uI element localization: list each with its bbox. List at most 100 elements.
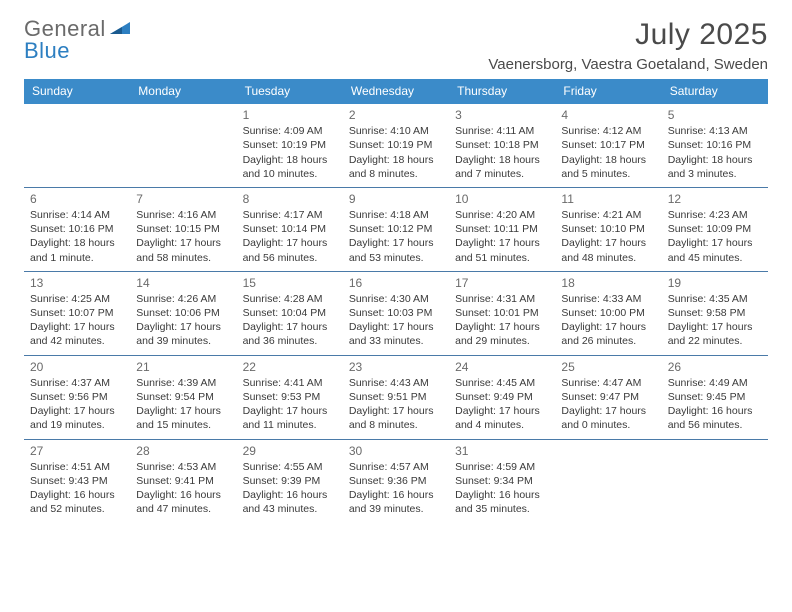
daylight-text: Daylight: 18 hours and 10 minutes.	[243, 153, 337, 181]
day-number: 21	[136, 359, 230, 375]
sunset-text: Sunset: 9:36 PM	[349, 474, 443, 488]
day-number: 25	[561, 359, 655, 375]
sunset-text: Sunset: 10:19 PM	[349, 138, 443, 152]
day-cell: 1Sunrise: 4:09 AMSunset: 10:19 PMDayligh…	[237, 104, 343, 187]
sunset-text: Sunset: 9:41 PM	[136, 474, 230, 488]
day-number: 14	[136, 275, 230, 291]
daylight-text: Daylight: 17 hours and 19 minutes.	[30, 404, 124, 432]
calendar-page: General Blue July 2025 Vaenersborg, Vaes…	[0, 0, 792, 612]
day-number: 7	[136, 191, 230, 207]
day-cell: 29Sunrise: 4:55 AMSunset: 9:39 PMDayligh…	[237, 440, 343, 523]
empty-cell	[24, 104, 130, 187]
sunrise-text: Sunrise: 4:51 AM	[30, 460, 124, 474]
daylight-text: Daylight: 17 hours and 15 minutes.	[136, 404, 230, 432]
sunrise-text: Sunrise: 4:10 AM	[349, 124, 443, 138]
day-number: 5	[668, 107, 762, 123]
empty-cell	[662, 440, 768, 523]
daylight-text: Daylight: 16 hours and 56 minutes.	[668, 404, 762, 432]
sunrise-text: Sunrise: 4:28 AM	[243, 292, 337, 306]
daylight-text: Daylight: 17 hours and 0 minutes.	[561, 404, 655, 432]
day-number: 22	[243, 359, 337, 375]
day-cell: 15Sunrise: 4:28 AMSunset: 10:04 PMDaylig…	[237, 272, 343, 355]
day-number: 30	[349, 443, 443, 459]
daylight-text: Daylight: 16 hours and 39 minutes.	[349, 488, 443, 516]
sunset-text: Sunset: 10:04 PM	[243, 306, 337, 320]
day-number: 20	[30, 359, 124, 375]
day-cell: 23Sunrise: 4:43 AMSunset: 9:51 PMDayligh…	[343, 356, 449, 439]
day-cell: 9Sunrise: 4:18 AMSunset: 10:12 PMDayligh…	[343, 188, 449, 271]
sunset-text: Sunset: 10:01 PM	[455, 306, 549, 320]
day-number: 27	[30, 443, 124, 459]
daylight-text: Daylight: 17 hours and 29 minutes.	[455, 320, 549, 348]
sunrise-text: Sunrise: 4:37 AM	[30, 376, 124, 390]
sunset-text: Sunset: 10:12 PM	[349, 222, 443, 236]
sunset-text: Sunset: 10:07 PM	[30, 306, 124, 320]
day-number: 8	[243, 191, 337, 207]
sunrise-text: Sunrise: 4:49 AM	[668, 376, 762, 390]
day-number: 23	[349, 359, 443, 375]
weekday-sun: Sunday	[24, 79, 130, 104]
sunset-text: Sunset: 9:34 PM	[455, 474, 549, 488]
weekday-wed: Wednesday	[343, 79, 449, 104]
day-cell: 14Sunrise: 4:26 AMSunset: 10:06 PMDaylig…	[130, 272, 236, 355]
day-number: 18	[561, 275, 655, 291]
empty-cell	[130, 104, 236, 187]
day-cell: 5Sunrise: 4:13 AMSunset: 10:16 PMDayligh…	[662, 104, 768, 187]
daylight-text: Daylight: 16 hours and 35 minutes.	[455, 488, 549, 516]
sunset-text: Sunset: 10:16 PM	[668, 138, 762, 152]
weekday-fri: Friday	[555, 79, 661, 104]
daylight-text: Daylight: 17 hours and 11 minutes.	[243, 404, 337, 432]
daylight-text: Daylight: 17 hours and 53 minutes.	[349, 236, 443, 264]
day-cell: 26Sunrise: 4:49 AMSunset: 9:45 PMDayligh…	[662, 356, 768, 439]
day-number: 3	[455, 107, 549, 123]
daylight-text: Daylight: 17 hours and 33 minutes.	[349, 320, 443, 348]
day-cell: 18Sunrise: 4:33 AMSunset: 10:00 PMDaylig…	[555, 272, 661, 355]
sunset-text: Sunset: 9:39 PM	[243, 474, 337, 488]
logo: General Blue	[24, 18, 130, 62]
day-cell: 28Sunrise: 4:53 AMSunset: 9:41 PMDayligh…	[130, 440, 236, 523]
location-text: Vaenersborg, Vaestra Goetaland, Sweden	[488, 56, 768, 73]
daylight-text: Daylight: 17 hours and 48 minutes.	[561, 236, 655, 264]
sunrise-text: Sunrise: 4:35 AM	[668, 292, 762, 306]
sunset-text: Sunset: 10:06 PM	[136, 306, 230, 320]
day-number: 10	[455, 191, 549, 207]
sunrise-text: Sunrise: 4:53 AM	[136, 460, 230, 474]
day-number: 24	[455, 359, 549, 375]
daylight-text: Daylight: 17 hours and 36 minutes.	[243, 320, 337, 348]
day-number: 11	[561, 191, 655, 207]
daylight-text: Daylight: 17 hours and 4 minutes.	[455, 404, 549, 432]
day-cell: 21Sunrise: 4:39 AMSunset: 9:54 PMDayligh…	[130, 356, 236, 439]
sunrise-text: Sunrise: 4:25 AM	[30, 292, 124, 306]
day-number: 17	[455, 275, 549, 291]
daylight-text: Daylight: 18 hours and 7 minutes.	[455, 153, 549, 181]
sunset-text: Sunset: 10:15 PM	[136, 222, 230, 236]
day-cell: 17Sunrise: 4:31 AMSunset: 10:01 PMDaylig…	[449, 272, 555, 355]
sunset-text: Sunset: 9:49 PM	[455, 390, 549, 404]
daylight-text: Daylight: 18 hours and 8 minutes.	[349, 153, 443, 181]
sunset-text: Sunset: 9:54 PM	[136, 390, 230, 404]
daylight-text: Daylight: 17 hours and 51 minutes.	[455, 236, 549, 264]
day-number: 13	[30, 275, 124, 291]
sunrise-text: Sunrise: 4:23 AM	[668, 208, 762, 222]
weekday-thu: Thursday	[449, 79, 555, 104]
sunrise-text: Sunrise: 4:59 AM	[455, 460, 549, 474]
day-cell: 30Sunrise: 4:57 AMSunset: 9:36 PMDayligh…	[343, 440, 449, 523]
daylight-text: Daylight: 17 hours and 56 minutes.	[243, 236, 337, 264]
daylight-text: Daylight: 16 hours and 52 minutes.	[30, 488, 124, 516]
daylight-text: Daylight: 18 hours and 3 minutes.	[668, 153, 762, 181]
sunset-text: Sunset: 9:56 PM	[30, 390, 124, 404]
logo-word1: General	[24, 18, 106, 40]
day-cell: 31Sunrise: 4:59 AMSunset: 9:34 PMDayligh…	[449, 440, 555, 523]
sunset-text: Sunset: 10:14 PM	[243, 222, 337, 236]
week-row: 6Sunrise: 4:14 AMSunset: 10:16 PMDayligh…	[24, 188, 768, 272]
sunrise-text: Sunrise: 4:11 AM	[455, 124, 549, 138]
day-cell: 12Sunrise: 4:23 AMSunset: 10:09 PMDaylig…	[662, 188, 768, 271]
daylight-text: Daylight: 17 hours and 8 minutes.	[349, 404, 443, 432]
daylight-text: Daylight: 16 hours and 43 minutes.	[243, 488, 337, 516]
logo-word2: Blue	[24, 38, 70, 63]
daylight-text: Daylight: 18 hours and 1 minute.	[30, 236, 124, 264]
sunrise-text: Sunrise: 4:43 AM	[349, 376, 443, 390]
sunrise-text: Sunrise: 4:09 AM	[243, 124, 337, 138]
sunrise-text: Sunrise: 4:14 AM	[30, 208, 124, 222]
sunrise-text: Sunrise: 4:41 AM	[243, 376, 337, 390]
